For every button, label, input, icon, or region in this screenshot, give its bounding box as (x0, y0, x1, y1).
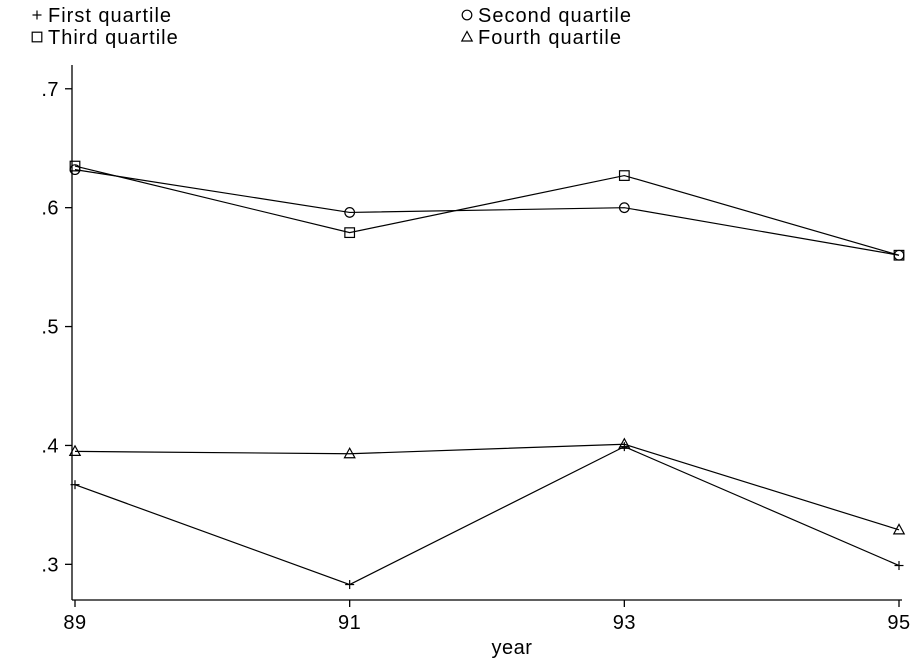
y-tick-label: .6 (41, 198, 59, 220)
legend-item: Second quartile (461, 5, 632, 27)
y-tick-label: .3 (41, 554, 59, 576)
data-point (619, 442, 629, 452)
y-tick-label: .5 (41, 317, 59, 339)
plot-area (68, 160, 906, 590)
legend-marker (460, 30, 474, 42)
legend-marker (31, 31, 43, 43)
data-point (618, 170, 630, 181)
series-1 (70, 442, 904, 590)
x-tick-label: 89 (63, 612, 86, 634)
data-point (618, 437, 631, 449)
data-point (343, 447, 356, 459)
data-point (618, 202, 630, 214)
legend-label: Second quartile (478, 5, 632, 27)
legend-label: First quartile (48, 5, 172, 27)
legend-label: Fourth quartile (478, 27, 622, 49)
data-point (892, 523, 906, 535)
x-tick-label: 95 (887, 612, 910, 634)
legend-item: Third quartile (31, 27, 179, 49)
data-point (69, 160, 81, 172)
x-axis-title: year (492, 637, 533, 659)
data-point (344, 227, 356, 239)
legend-label: Third quartile (48, 27, 179, 49)
data-point (345, 580, 355, 590)
legend-item: First quartile (32, 5, 172, 27)
data-point (894, 561, 904, 571)
y-axis-ticks: .3 .4 .5 .6 .7 (41, 79, 72, 576)
data-point (70, 480, 80, 490)
legend-item: Fourth quartile (460, 27, 622, 49)
x-axis-ticks: 89 91 93 95 (63, 600, 910, 634)
y-tick-label: .7 (41, 79, 59, 101)
legend: First quartile Second quartile Third quart… (31, 5, 632, 49)
series-line (74, 169, 900, 256)
series-4 (68, 437, 906, 535)
y-tick-label: .4 (41, 435, 59, 457)
data-point (68, 444, 82, 456)
series-3 (69, 160, 905, 261)
axes: .3 .4 .5 .6 .7 89 91 93 95 year (41, 65, 910, 659)
data-point (344, 207, 356, 218)
series-line (74, 443, 900, 531)
x-tick-label: 93 (613, 612, 636, 634)
legend-marker (32, 10, 42, 20)
x-tick-label: 91 (338, 612, 361, 634)
data-point (893, 249, 905, 261)
series-2 (69, 164, 905, 261)
series-line (74, 165, 900, 256)
legend-marker (461, 9, 473, 21)
series-line (74, 445, 900, 586)
